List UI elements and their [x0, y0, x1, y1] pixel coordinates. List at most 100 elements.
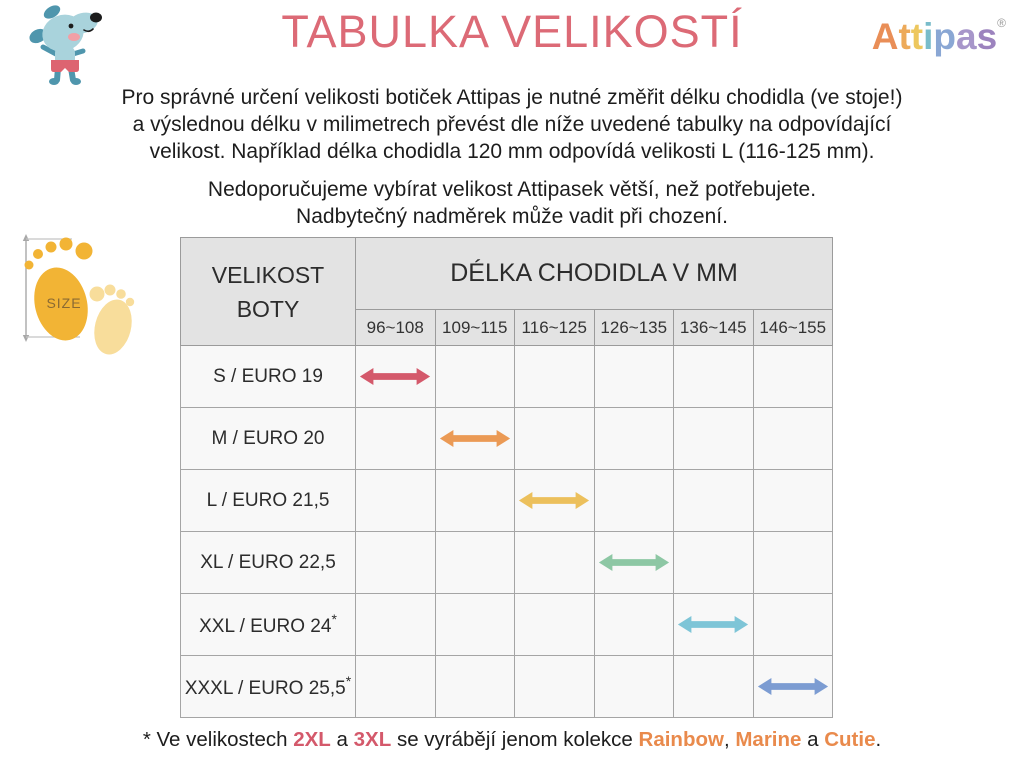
range-header-0: 96~108	[355, 309, 436, 346]
range-header-1: 109~115	[434, 309, 515, 346]
footnote-part-8: a	[801, 728, 825, 751]
size-table-wrap: VELIKOST BOTY DÉLKA CHODIDLA V MM 96~108…	[180, 237, 834, 718]
range-cell-r5-c3	[593, 655, 674, 718]
range-cell-r4-c1	[434, 593, 515, 656]
table-header-row-2: 96~108 109~115 116~125 126~135 136~145 146~15…	[181, 309, 834, 346]
table-row-0: S / EURO 19	[180, 345, 834, 408]
intro-paragraph: Pro správné určení velikosti botiček Att…	[0, 84, 1024, 165]
warning-line-1: Nedoporučujeme vybírat velikost Attipase…	[207, 178, 817, 201]
range-header-5: 146~155	[752, 309, 834, 346]
range-cell-r1-c4	[673, 407, 754, 470]
shoe-size-header-line-1: VELIKOST	[211, 261, 325, 288]
range-cell-r4-c2	[514, 593, 595, 656]
range-cell-r0-c3	[593, 345, 674, 408]
page-title: TABULKA VELIKOSTÍ	[281, 6, 743, 57]
range-cell-r1-c1	[434, 407, 515, 470]
foot-size-icon: SIZE	[18, 232, 180, 364]
size-range-arrow-icon	[598, 553, 669, 572]
size-label-2: L / EURO 21,5	[180, 469, 356, 532]
logo-letter-5: a	[956, 16, 977, 57]
footnote: * Ve velikostech 2XL a 3XL se vyrábějí j…	[0, 728, 1024, 752]
attipas-logo-letters: Attipas	[872, 16, 997, 57]
size-label-1: M / EURO 20	[180, 407, 356, 470]
range-cell-r4-c4	[673, 593, 754, 656]
asterisk-mark: *	[345, 673, 352, 689]
footnote-part-0: * Ve velikostech	[142, 728, 294, 751]
column-header-shoe-size: VELIKOST BOTY	[180, 237, 356, 346]
range-header-2: 116~125	[514, 309, 595, 346]
range-header-4: 136~145	[673, 309, 754, 346]
range-cell-r0-c4	[673, 345, 754, 408]
range-cell-r5-c0	[355, 655, 436, 718]
range-cell-r4-c5	[752, 593, 834, 656]
size-range-arrow-icon	[439, 429, 510, 448]
table-header-row-1: VELIKOST BOTY DÉLKA CHODIDLA V MM	[180, 237, 834, 346]
range-cell-r1-c2	[514, 407, 595, 470]
logo-letter-3: i	[923, 16, 934, 57]
range-cell-r0-c0	[355, 345, 436, 408]
range-cell-r1-c5	[752, 407, 834, 470]
size-table: VELIKOST BOTY DÉLKA CHODIDLA V MM 96~108…	[180, 237, 834, 718]
range-cell-r2-c2	[514, 469, 595, 532]
size-icon-label: SIZE	[46, 295, 81, 311]
range-cell-r2-c4	[673, 469, 754, 532]
footnote-part-10: .	[875, 728, 882, 751]
range-cell-r1-c0	[355, 407, 436, 470]
asterisk-mark: *	[331, 611, 337, 627]
table-row-1: M / EURO 20	[180, 407, 834, 470]
footnote-part-3: 3XL	[353, 728, 392, 751]
footnote-part-5: Rainbow	[638, 728, 724, 751]
warning-paragraph: Nedoporučujeme vybírat velikost Attipase…	[0, 176, 1024, 230]
size-label-0: S / EURO 19	[180, 345, 356, 408]
range-cell-r4-c0	[355, 593, 436, 656]
intro-line-2: a výslednou délku v milimetrech převést …	[132, 113, 892, 136]
size-label-4: XXL / EURO 24*	[180, 593, 356, 656]
range-cell-r3-c0	[355, 531, 436, 594]
range-cell-r2-c1	[434, 469, 515, 532]
logo-letter-4: p	[933, 16, 956, 57]
registered-trademark: ®	[997, 16, 1006, 30]
footnote-part-6: ,	[723, 728, 736, 751]
range-cell-r4-c3	[593, 593, 674, 656]
attipas-brand-logo: Attipas®	[872, 16, 1006, 58]
footnote-part-7: Marine	[735, 728, 802, 751]
table-row-3: XL / EURO 22,5	[180, 531, 834, 594]
intro-line-1: Pro správné určení velikosti botiček Att…	[121, 86, 903, 109]
logo-letter-2: t	[910, 16, 924, 57]
dog-mascot-logo	[16, 2, 116, 86]
range-cell-r5-c1	[434, 655, 515, 718]
range-cell-r3-c3	[593, 531, 674, 594]
logo-letter-6: s	[976, 16, 998, 57]
intro-line-3: velikost. Například délka chodidla 120 m…	[149, 140, 875, 163]
range-header-3: 126~135	[593, 309, 674, 346]
size-range-arrow-icon	[519, 491, 590, 510]
range-cell-r3-c5	[752, 531, 834, 594]
range-cell-r3-c1	[434, 531, 515, 594]
table-row-5: XXXL / EURO 25,5*	[180, 655, 834, 718]
footprints-measure-icon: SIZE	[22, 234, 135, 355]
range-cell-r3-c2	[514, 531, 595, 594]
range-cell-r2-c3	[593, 469, 674, 532]
size-range-arrow-icon	[360, 367, 431, 386]
logo-letter-0: A	[871, 16, 899, 57]
range-cell-r0-c1	[434, 345, 515, 408]
shoe-size-header-line-2: BOTY	[236, 295, 300, 322]
range-cell-r2-c5	[752, 469, 834, 532]
footnote-part-9: Cutie	[824, 728, 876, 751]
size-label-5: XXXL / EURO 25,5*	[180, 655, 356, 718]
range-cell-r1-c3	[593, 407, 674, 470]
range-cell-r2-c0	[355, 469, 436, 532]
size-range-arrow-icon	[678, 615, 749, 634]
dog-mascot-icon	[29, 5, 102, 85]
size-range-arrow-icon	[757, 677, 828, 696]
range-cell-r5-c5	[752, 655, 834, 718]
column-header-foot-length: DÉLKA CHODIDLA V MM	[354, 237, 834, 310]
range-cell-r0-c5	[752, 345, 834, 408]
warning-line-2: Nadbytečný nadměrek může vadit při choze…	[296, 205, 728, 228]
range-cell-r5-c4	[673, 655, 754, 718]
footnote-part-1: 2XL	[293, 728, 331, 751]
range-cell-r3-c4	[673, 531, 754, 594]
size-label-3: XL / EURO 22,5	[180, 531, 356, 594]
footnote-part-4: se vyrábějí jenom kolekce	[391, 728, 639, 751]
